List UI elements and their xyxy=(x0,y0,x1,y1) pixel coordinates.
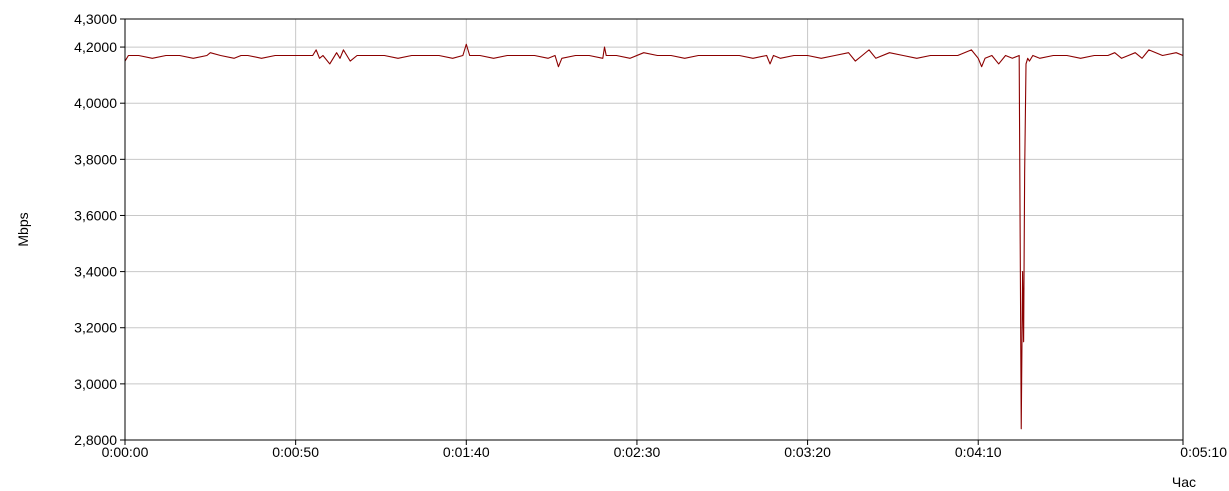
y-tick-label: 3,8000 xyxy=(74,151,117,167)
tick-marks xyxy=(120,18,1184,445)
x-tick-label: 0:03:20 xyxy=(784,444,831,460)
y-tick-label: 3,2000 xyxy=(74,320,117,336)
y-tick-labels: 2,8000 3,0000 3,2000 3,4000 3,6000 3,8000 4,00… xyxy=(74,11,117,448)
series-line-mbps xyxy=(124,43,1184,430)
y-tick-label: 3,4000 xyxy=(74,264,117,280)
x-tick-label: 0:05:10 xyxy=(1180,444,1227,460)
x-tick-label: 0:04:10 xyxy=(955,444,1002,460)
y-tick-label: 2,8000 xyxy=(74,432,117,448)
x-tick-label: 0:01:40 xyxy=(443,444,490,460)
y-tick-label: 4,2000 xyxy=(74,39,117,55)
y-tick-label: 3,6000 xyxy=(74,207,117,223)
x-tick-label: 0:02:30 xyxy=(614,444,661,460)
gridlines xyxy=(125,19,1183,440)
y-axis-title: Mbps xyxy=(15,212,31,246)
x-axis-title: Час xyxy=(1172,474,1196,490)
plot-frame xyxy=(124,18,1184,441)
y-tick-label: 4,3000 xyxy=(74,11,117,27)
y-tick-label: 4,0000 xyxy=(74,95,117,111)
x-tick-label: 0:00:50 xyxy=(272,444,319,460)
y-tick-label: 3,0000 xyxy=(74,376,117,392)
x-tick-label: 0:00:00 xyxy=(102,444,149,460)
x-tick-labels: 0:00:00 0:00:50 0:01:40 0:02:30 0:03:20 0:04:… xyxy=(102,444,1228,460)
